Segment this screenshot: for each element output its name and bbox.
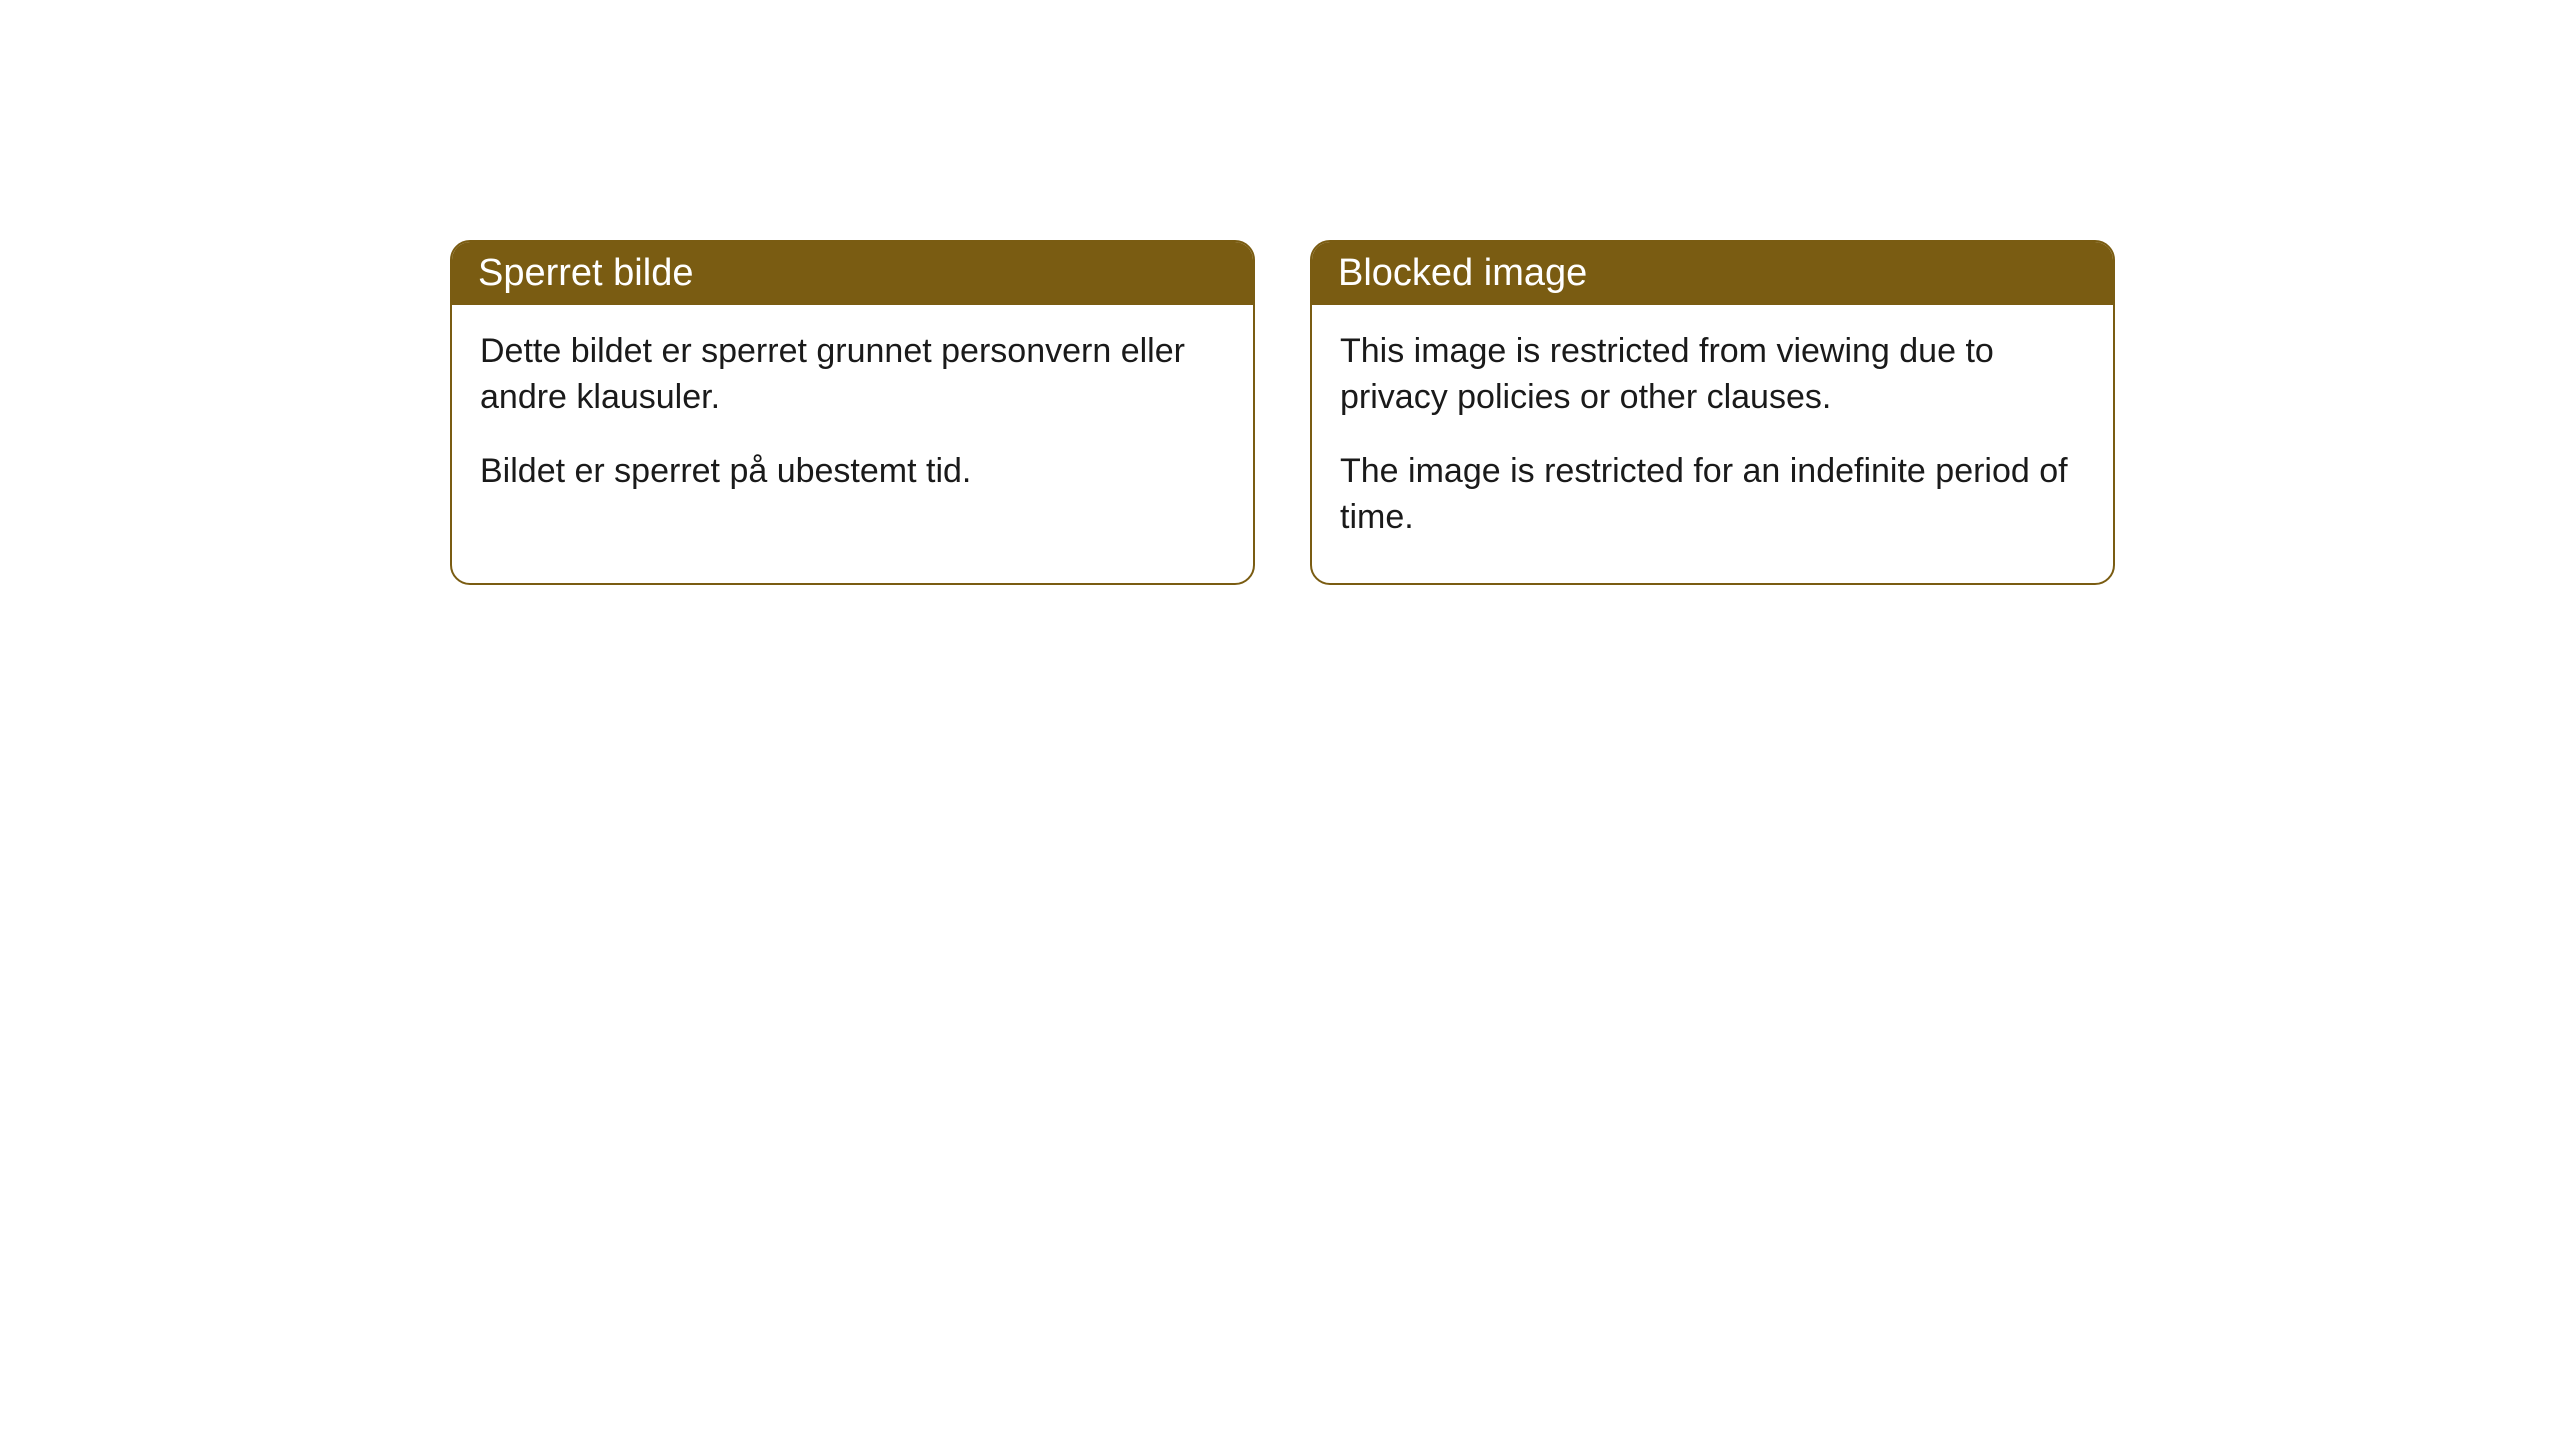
notice-paragraph: Dette bildet er sperret grunnet personve… [480,329,1225,421]
notice-card-english: Blocked image This image is restricted f… [1310,240,2115,585]
card-container: Sperret bilde Dette bildet er sperret gr… [450,240,2115,585]
card-body: Dette bildet er sperret grunnet personve… [452,305,1253,537]
notice-paragraph: This image is restricted from viewing du… [1340,329,2085,421]
notice-paragraph: Bildet er sperret på ubestemt tid. [480,449,1225,495]
card-body: This image is restricted from viewing du… [1312,305,2113,583]
notice-card-norwegian: Sperret bilde Dette bildet er sperret gr… [450,240,1255,585]
card-header: Blocked image [1312,242,2113,305]
card-header: Sperret bilde [452,242,1253,305]
notice-paragraph: The image is restricted for an indefinit… [1340,449,2085,541]
card-title: Sperret bilde [478,252,693,294]
card-title: Blocked image [1338,252,1587,294]
